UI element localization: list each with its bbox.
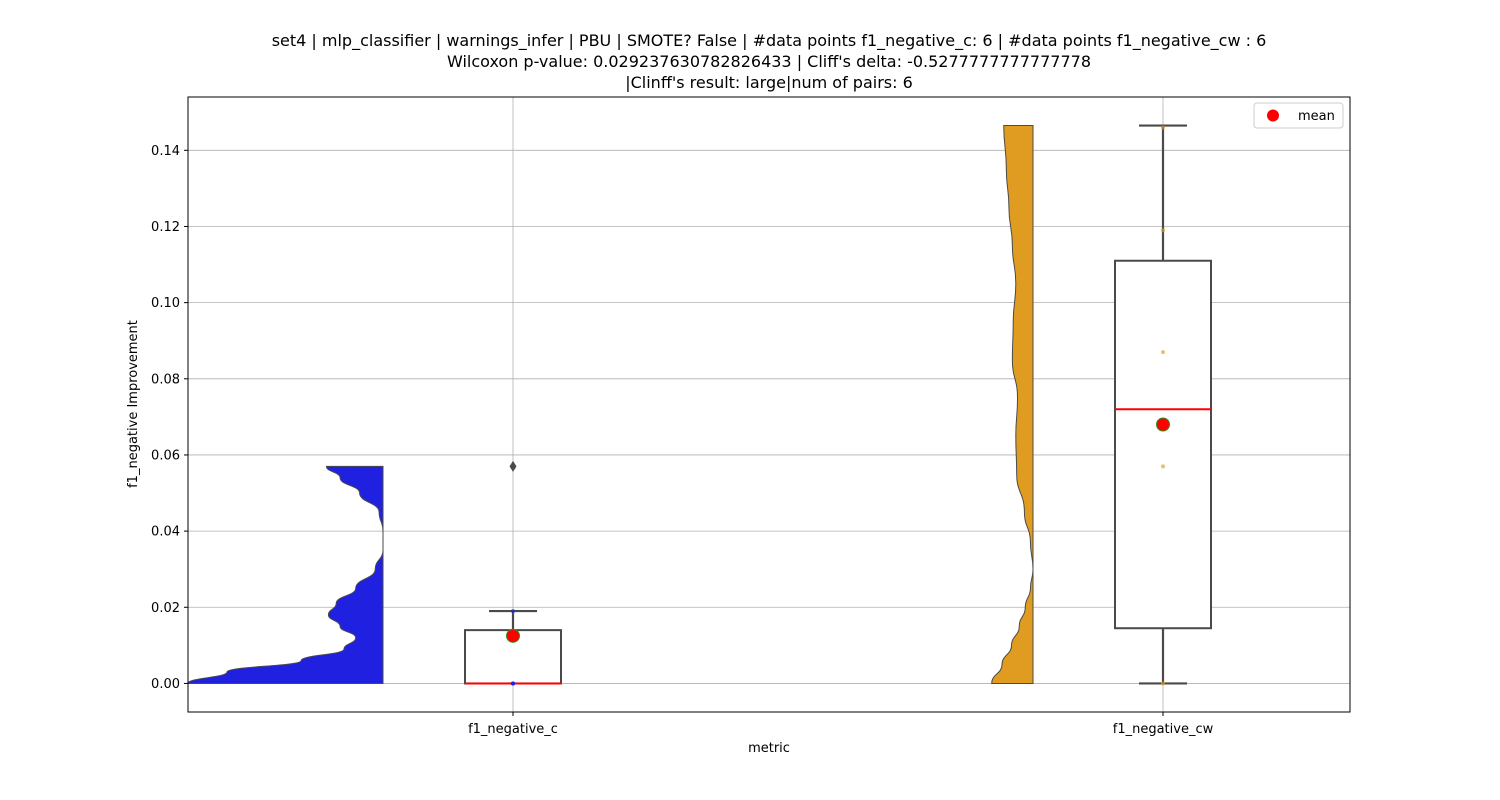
y-tick-label: 0.08 [151, 372, 180, 387]
chart-title: set4 | mlp_classifier | warnings_infer |… [272, 31, 1267, 92]
legend-mean-marker [1267, 109, 1279, 122]
chart-title-line-1: set4 | mlp_classifier | warnings_infer |… [272, 31, 1267, 51]
violin-layer [188, 125, 1034, 684]
outlier-f1_negative_c [509, 460, 517, 472]
x-tick-label: f1_negative_c [468, 722, 558, 737]
y-tick-label: 0.10 [151, 296, 180, 311]
y-axis-ticks: 0.00 0.02 0.04 0.06 0.08 0.10 0.12 0.14 [151, 144, 188, 692]
y-tick-label: 0.04 [151, 525, 180, 540]
data-point-f1_negative_c [511, 609, 515, 614]
data-point-f1_negative_cw [1161, 125, 1165, 130]
box-layer [464, 124, 1212, 685]
mean-marker-f1_negative_c [506, 628, 520, 643]
violin-f1_negative_cw [991, 125, 1034, 684]
y-tick-label: 0.12 [151, 220, 180, 235]
point-layer [506, 125, 1170, 686]
data-point-f1_negative_cw [1161, 228, 1165, 233]
chart-title-line-2: Wilcoxon p-value: 0.029237630782826433 |… [447, 52, 1091, 71]
x-axis-label: metric [748, 741, 790, 756]
y-tick-label: 0.00 [151, 677, 180, 692]
data-point-f1_negative_cw [1161, 350, 1165, 355]
data-point-f1_negative_c [511, 681, 515, 686]
mean-marker-f1_negative_cw [1156, 417, 1170, 432]
y-tick-label: 0.14 [151, 144, 180, 159]
legend: mean [1253, 102, 1344, 129]
violin-f1_negative_c [188, 465, 384, 684]
x-axis-ticks: f1_negative_c f1_negative_cw [468, 712, 1214, 737]
y-tick-label: 0.02 [151, 601, 180, 616]
x-tick-label: f1_negative_cw [1113, 722, 1214, 737]
y-axis-label: f1_negative Improvement [126, 320, 141, 488]
legend-mean-label: mean [1298, 109, 1335, 124]
box-f1_negative_cw [1114, 259, 1212, 630]
plot-frame [187, 96, 1351, 713]
data-point-f1_negative_cw [1161, 681, 1165, 686]
data-point-f1_negative_cw [1161, 464, 1165, 469]
y-tick-label: 0.06 [151, 448, 180, 463]
legend-box [1253, 102, 1344, 129]
chart-title-line-3: |Clinff's result: large|num of pairs: 6 [625, 73, 913, 92]
